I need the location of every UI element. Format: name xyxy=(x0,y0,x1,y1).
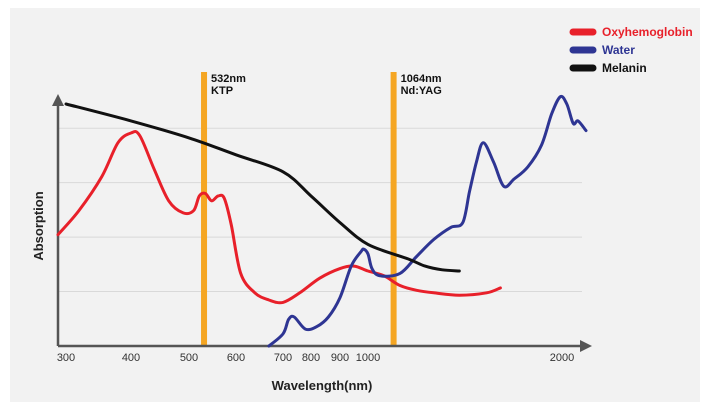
x-tick-label-500: 500 xyxy=(180,352,198,364)
chart-panel: 532nm KTP 1064nm Nd:YAG 300 400 500 600 700 800 9… xyxy=(10,8,700,402)
laser-label-0-wavelength: 532nm xyxy=(211,73,246,85)
x-axis-arrow xyxy=(580,340,592,352)
laser-line-1 xyxy=(390,72,397,346)
x-tick-labels: 300 400 500 600 700 800 900 1000 2000 xyxy=(57,352,574,364)
series-lines xyxy=(56,94,588,348)
x-tick-label-2000: 2000 xyxy=(550,352,574,364)
laser-label-0-name: KTP xyxy=(211,85,233,97)
x-tick-label-300: 300 xyxy=(57,352,75,364)
x-tick-label-900: 900 xyxy=(331,352,349,364)
x-tick-label-700: 700 xyxy=(274,352,292,364)
legend: Oxyhemoglobin Water Melanin xyxy=(569,25,693,75)
x-tick-label-600: 600 xyxy=(227,352,245,364)
y-axis-arrow xyxy=(52,94,64,106)
series-line-oxyhemoglobin xyxy=(56,130,502,305)
legend-label-water: Water xyxy=(602,43,635,57)
x-tick-label-800: 800 xyxy=(302,352,320,364)
axes xyxy=(52,94,592,352)
series-line-water xyxy=(267,94,588,348)
series-line-melanin xyxy=(64,102,461,273)
x-tick-label-400: 400 xyxy=(122,352,140,364)
laser-label-1-name: Nd:YAG xyxy=(401,85,442,97)
x-axis-title: Wavelength(nm) xyxy=(272,378,373,393)
legend-label-melanin: Melanin xyxy=(602,61,647,75)
laser-label-1-wavelength: 1064nm xyxy=(401,73,442,85)
legend-label-oxyhemoglobin: Oxyhemoglobin xyxy=(602,25,693,39)
laser-line-0 xyxy=(201,72,208,346)
gridlines xyxy=(58,127,582,293)
y-axis-title: Absorption xyxy=(31,191,46,260)
x-tick-label-1000: 1000 xyxy=(356,352,380,364)
